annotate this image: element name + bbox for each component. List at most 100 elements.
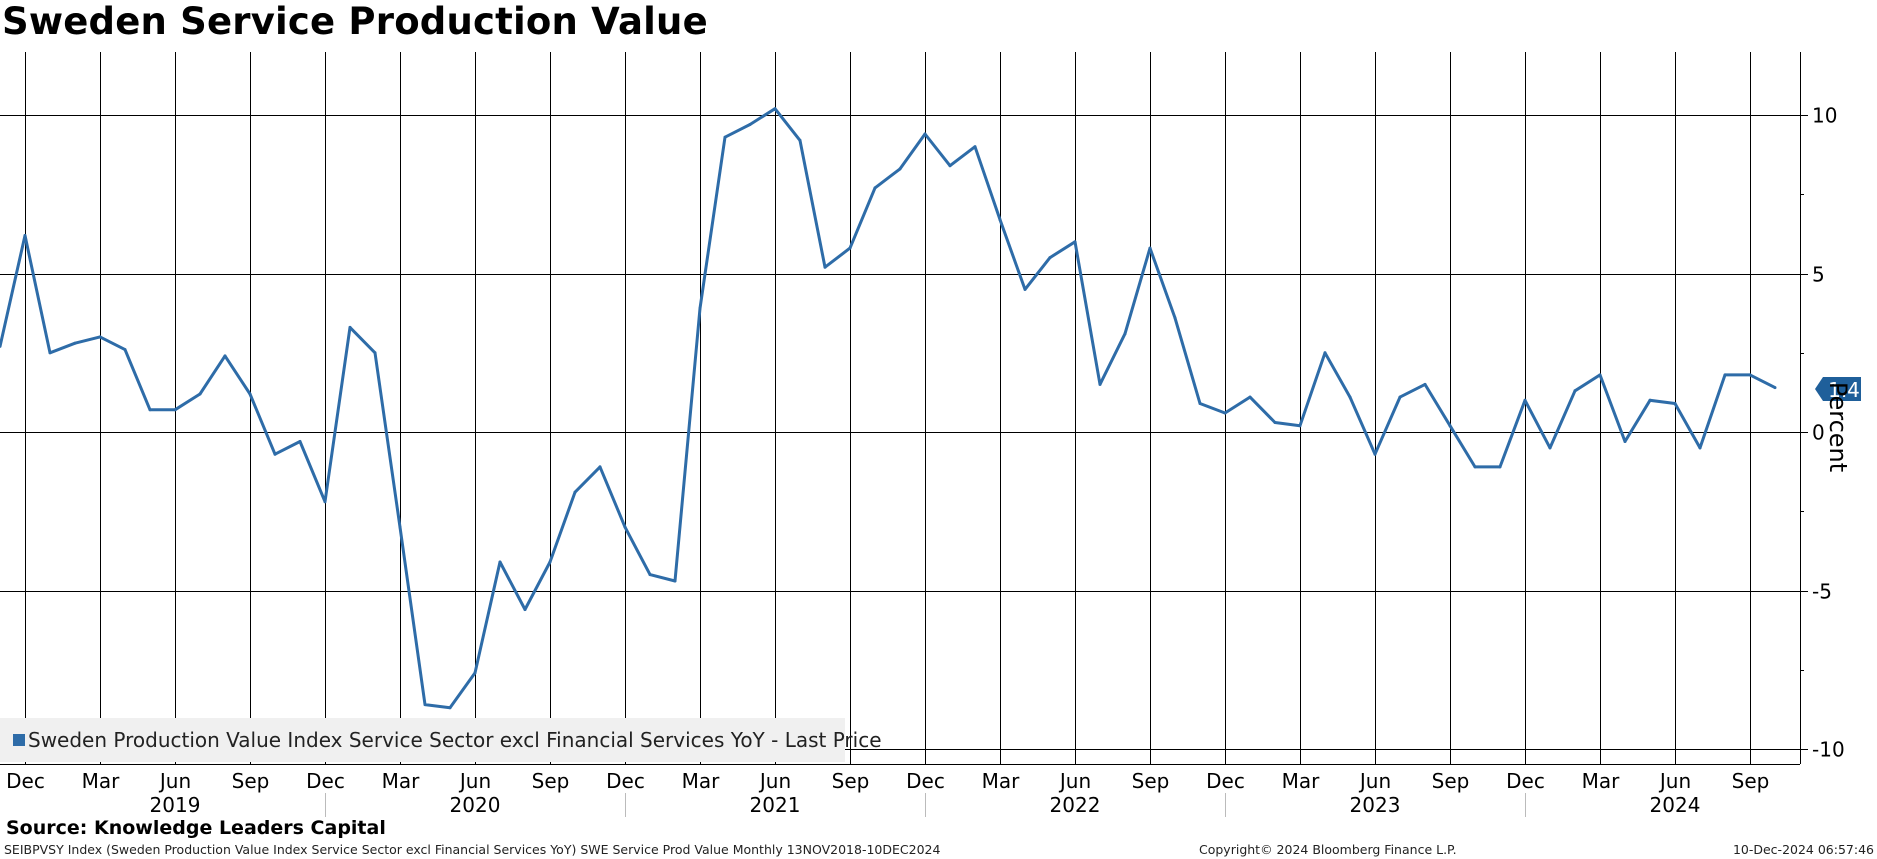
data-point [0, 344, 2, 348]
data-point [1498, 465, 1502, 469]
series-group [0, 107, 1777, 710]
chart-title: Sweden Service Production Value [2, 0, 708, 43]
data-point [1473, 465, 1477, 469]
x-tick-label: Mar [682, 769, 721, 793]
data-point [623, 525, 627, 529]
data-point [298, 440, 302, 443]
footer-copyright: Copyright© 2024 Bloomberg Finance L.P. [1199, 842, 1457, 857]
data-point [1723, 373, 1727, 377]
data-point [1773, 386, 1777, 390]
y-tick-label: -10 [1812, 738, 1845, 762]
y-tick-label: 0 [1812, 421, 1825, 445]
x-year-label: 2024 [1650, 793, 1701, 817]
data-point [648, 573, 652, 577]
legend-label: Sweden Production Value Index Service Se… [28, 728, 882, 752]
x-tick-label: Sep [232, 769, 270, 793]
data-point [1323, 351, 1327, 355]
x-tick-label: Mar [1582, 769, 1621, 793]
y-tick-label: 5 [1812, 263, 1825, 287]
x-tick-label: Mar [1282, 769, 1321, 793]
data-point [1198, 402, 1202, 405]
data-point [73, 341, 77, 345]
data-point [1598, 373, 1602, 377]
x-axis-labels: Dec Mar Jun Sep Dec Mar Jun Sep Dec Mar Jun Sep Dec M… [6, 769, 1769, 817]
data-point [1073, 240, 1077, 244]
data-point [973, 145, 977, 149]
x-tick-label: Sep [832, 769, 870, 793]
x-tick-label: Sep [1732, 769, 1770, 793]
x-tick-label: Mar [382, 769, 421, 793]
data-point [523, 608, 527, 611]
data-point [748, 123, 752, 126]
x-tick-label: Sep [532, 769, 570, 793]
y-tick-label: 10 [1812, 104, 1837, 128]
x-tick-label: Dec [906, 769, 945, 793]
data-point [323, 500, 327, 504]
data-point [773, 107, 777, 111]
data-point [498, 560, 502, 564]
data-point [1273, 421, 1277, 424]
data-point [1298, 424, 1302, 428]
vertical-gridlines [25, 52, 1751, 764]
x-year-label: 2019 [150, 793, 201, 817]
x-year-label: 2020 [450, 793, 501, 817]
data-point [373, 351, 377, 355]
last-value-badge: 1.4 [1815, 376, 1861, 402]
legend-swatch [13, 734, 25, 746]
x-tick-label: Jun [1658, 769, 1691, 793]
data-point [1023, 287, 1027, 291]
data-point [198, 392, 202, 396]
x-tick-label: Dec [1506, 769, 1545, 793]
data-point [598, 465, 602, 469]
data-point [98, 335, 102, 339]
data-point [1123, 332, 1127, 336]
data-point [898, 167, 902, 171]
data-point [473, 671, 477, 675]
data-point [1573, 389, 1577, 393]
axes [0, 52, 1808, 817]
x-year-label: 2022 [1050, 793, 1101, 817]
footer-series-info: SEIBPVSY Index (Sweden Production Value … [4, 842, 941, 857]
x-tick-label: Jun [758, 769, 791, 793]
data-point [23, 234, 27, 237]
x-tick-label: Dec [6, 769, 45, 793]
data-point [423, 703, 427, 707]
x-tick-label: Jun [158, 769, 191, 793]
data-point [1523, 398, 1527, 402]
data-point [398, 525, 402, 529]
data-point [173, 408, 177, 412]
data-point [573, 490, 577, 494]
source-note: Source: Knowledge Leaders Capital [6, 817, 386, 839]
data-point [1248, 395, 1252, 399]
y-tick-label: -5 [1812, 580, 1832, 604]
data-point [1223, 411, 1227, 415]
data-point [48, 351, 52, 355]
data-point [1373, 452, 1377, 456]
x-tick-label: Jun [1058, 769, 1091, 793]
data-point [1048, 256, 1052, 260]
series-line [0, 107, 1776, 710]
x-tick-label: Dec [306, 769, 345, 793]
data-point [148, 408, 152, 412]
last-value-label: 1.4 [1828, 378, 1860, 402]
x-year-label: 2021 [750, 793, 801, 817]
y-axis-labels: 10 5 0 -5 -10 [1812, 104, 1845, 762]
data-point [948, 164, 952, 168]
x-tick-label: Sep [1132, 769, 1170, 793]
data-point [1648, 398, 1652, 402]
data-point [548, 560, 552, 564]
data-point [998, 218, 1002, 222]
data-point [1698, 446, 1702, 450]
x-tick-label: Dec [1206, 769, 1245, 793]
y-axis-title: Percent [1824, 381, 1852, 473]
data-point [848, 246, 852, 250]
footer-timestamp: 10-Dec-2024 06:57:46 [1732, 842, 1874, 857]
data-point [723, 135, 727, 139]
data-point [923, 132, 927, 136]
data-point [1423, 382, 1427, 386]
data-point [873, 186, 877, 190]
data-point [1348, 395, 1352, 399]
legend: Sweden Production Value Index Service Se… [0, 718, 882, 762]
x-tick-label: Mar [982, 769, 1021, 793]
data-point [673, 579, 677, 583]
